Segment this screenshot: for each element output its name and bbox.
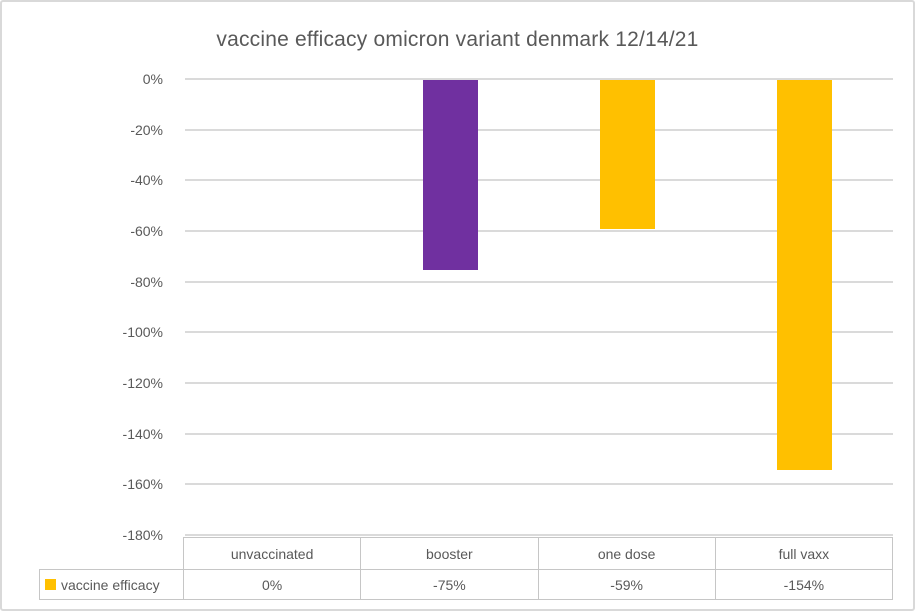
gridline [185,432,893,435]
gridline [185,382,893,384]
gridline [185,128,893,131]
bar-booster [423,80,478,270]
y-axis-tick-label: -60% [130,223,163,239]
gridline [185,280,893,283]
legend-label: vaccine efficacy [61,576,160,593]
y-axis-tick-label: -20% [130,121,163,138]
plot-area [185,78,893,536]
y-axis-tick-label: 0% [142,71,163,87]
y-axis-tick-label: -40% [130,172,163,189]
table-header-cell: booster [360,537,539,570]
gridline [185,78,893,80]
data-table-value-row: vaccine efficacy 0% -75% -59% -154% [39,569,893,600]
gridline [185,230,893,232]
gridline [185,534,893,536]
legend-swatch-icon [45,579,56,590]
table-value-cell: -75% [360,569,539,600]
table-header-cell: one dose [537,537,716,570]
y-axis-tick-label: -140% [122,425,163,442]
table-header-cell: full vaxx [714,537,893,570]
gridline [185,331,893,334]
chart-title: vaccine efficacy omicron variant denmark… [216,28,699,51]
table-value-cell: -154% [714,569,893,600]
bar-full-vaxx [777,80,832,471]
y-axis-tick-label: -160% [122,476,163,493]
legend-cell: vaccine efficacy [39,569,184,600]
y-axis-tick-label: -100% [122,324,163,341]
gridline [185,483,893,486]
table-header-cell: unvaccinated [183,537,362,570]
table-value-cell: 0% [183,569,362,600]
y-axis-tick-label: -180% [122,527,163,543]
y-axis-tick-label: -80% [130,273,163,290]
table-value-cell: -59% [537,569,716,600]
y-axis-tick-label: -120% [122,375,163,391]
data-table-header-row: unvaccinated booster one dose full vaxx [183,537,893,570]
gridline [185,179,893,182]
bar-one-dose [600,80,655,230]
